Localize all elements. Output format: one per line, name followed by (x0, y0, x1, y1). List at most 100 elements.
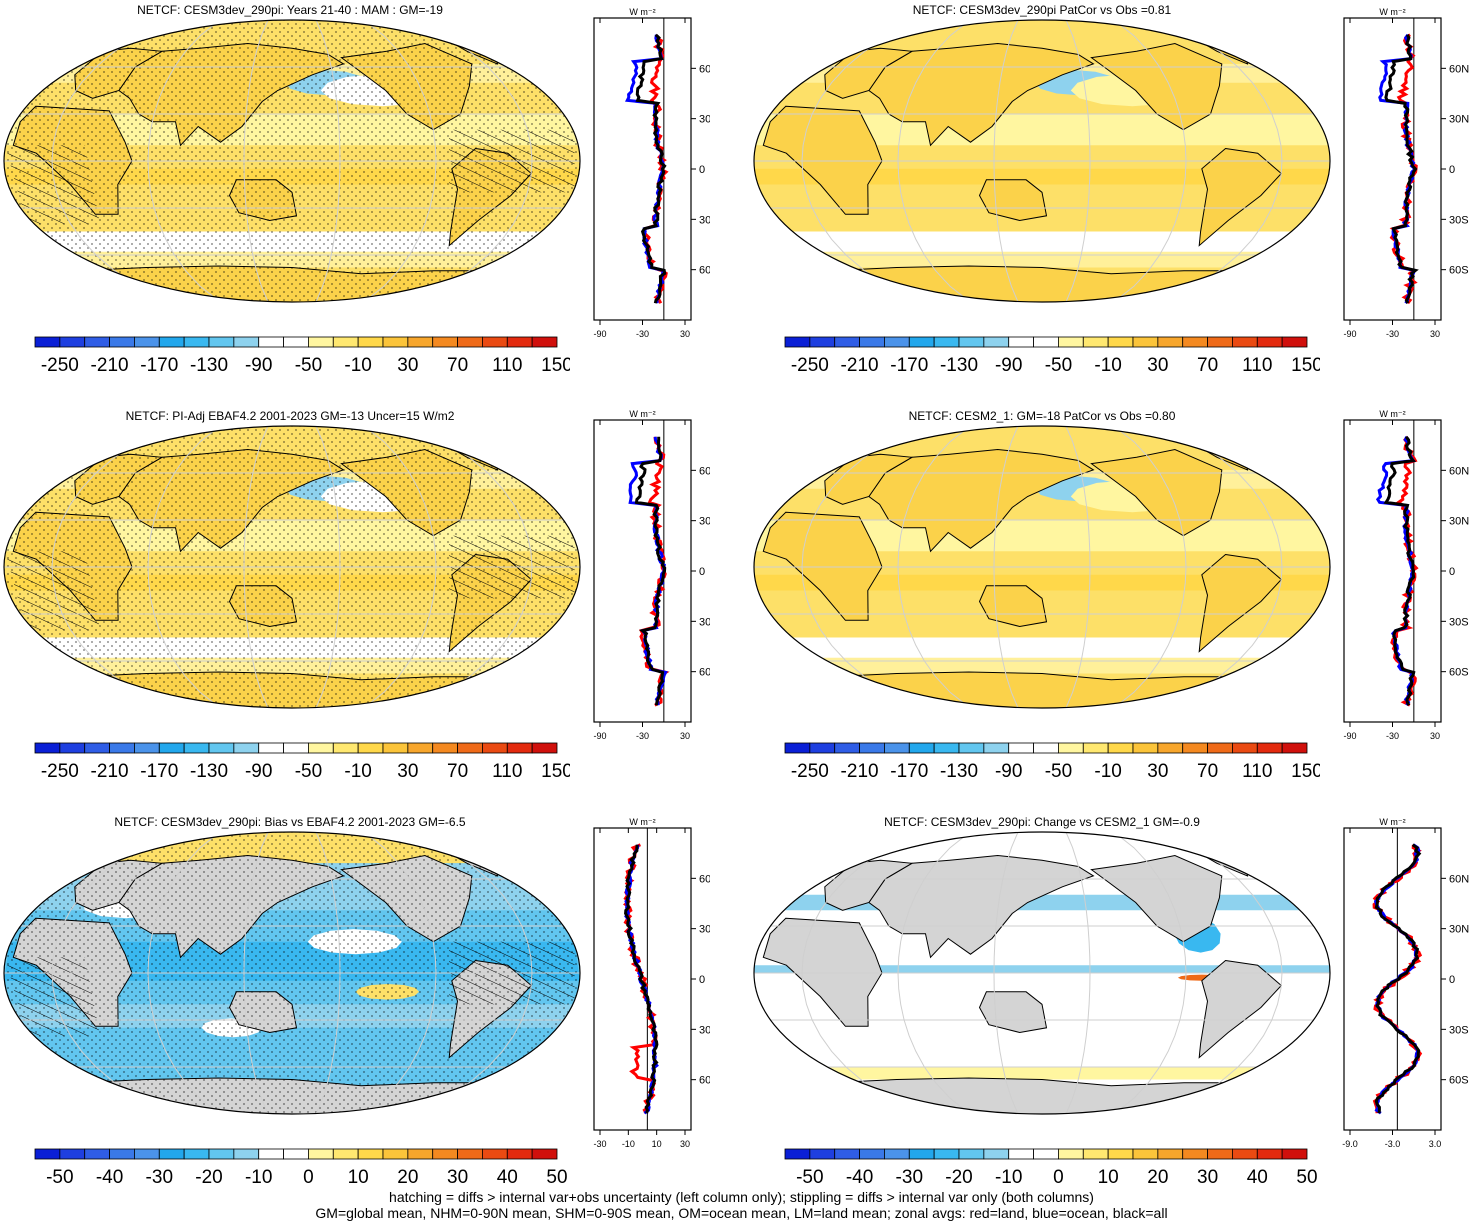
colorbar-swatch (1132, 742, 1159, 754)
zonal-unit-label: W m⁻² (1379, 7, 1405, 17)
lat-label: 60N (699, 465, 710, 477)
map-panel-6 (753, 831, 1331, 1115)
lat-label: 60N (699, 873, 710, 885)
colorbar-swatch (1232, 336, 1258, 348)
colorbar-swatch (1256, 1148, 1283, 1160)
graticule (754, 426, 1330, 708)
lat-label: 30S (1449, 616, 1469, 628)
x-tick-label: -90 (1343, 731, 1356, 741)
meridian (51, 426, 173, 708)
lat-label: 0 (1449, 566, 1455, 578)
colorbar-swatch (208, 742, 235, 754)
colorbar-swatch (109, 336, 135, 348)
meridian (1113, 426, 1187, 708)
colorbar-swatch (908, 742, 935, 754)
colorbar-swatch (59, 1148, 86, 1160)
colorbar-swatch (482, 742, 508, 754)
colorbar-swatch (1232, 742, 1258, 754)
colorbar-swatch (382, 742, 409, 754)
meridian (363, 20, 437, 302)
colorbar-swatch (531, 1148, 558, 1160)
zonal-curve-all (1383, 435, 1417, 706)
lat-label: 60N (1449, 465, 1469, 477)
colorbar-swatch (1107, 742, 1134, 754)
continent-samerica (1198, 959, 1283, 1059)
colorbar-swatch (859, 336, 885, 348)
map-frame (3, 831, 581, 1115)
x-tick-label: 30 (680, 1139, 690, 1149)
map-field (754, 20, 1330, 302)
zonal-curve-all (1384, 34, 1419, 304)
colorbar-label: -30 (896, 1167, 923, 1188)
colorbar-swatch (1256, 336, 1283, 348)
colorbar-swatch (908, 1148, 935, 1160)
meridian (993, 832, 1019, 1114)
map-frame (753, 831, 1331, 1115)
colorbar-swatch (134, 1148, 160, 1160)
colorbar-swatch (1182, 336, 1208, 348)
colorbar-label: 110 (492, 355, 522, 376)
meridian (1113, 832, 1187, 1114)
panel-1-title: NETCF: CESM3dev_290pi: Years 21-40 : MAM… (137, 3, 443, 17)
graticule (754, 20, 1330, 302)
graticule (754, 832, 1330, 1114)
colorbar-label: 40 (1247, 1167, 1268, 1188)
meridian (411, 20, 533, 302)
colorbar-label: -250 (791, 761, 829, 782)
colorbar-swatch (884, 742, 910, 754)
zonal-curve-ocean (624, 34, 666, 304)
colorbar-swatch (1132, 1148, 1159, 1160)
band-south-yellow (806, 1067, 1278, 1080)
colorbar-label: -20 (945, 1167, 972, 1188)
hatch-region-west (5, 957, 100, 1036)
colorbar-swatch (834, 1148, 860, 1160)
colorbar-swatch (432, 1148, 458, 1160)
colorbar-swatch (1082, 336, 1109, 348)
graticule (4, 426, 580, 708)
meridian (1161, 832, 1283, 1114)
colorbar-swatch (407, 336, 434, 348)
lat-label: 30S (699, 1024, 710, 1036)
colorbar-label: -10 (344, 761, 371, 782)
colorbar-label: 70 (447, 355, 468, 376)
colorbar-label: 40 (497, 1167, 518, 1188)
colorbar-swatch (834, 336, 860, 348)
colorbar-label: 30 (397, 355, 418, 376)
colorbar-swatch (308, 742, 334, 754)
colorbar-swatch (958, 742, 985, 754)
colorbar-label: -90 (995, 355, 1022, 376)
colorbar-label: 50 (1296, 1167, 1317, 1188)
zonal-unit-label: W m⁻² (1379, 817, 1405, 827)
colorbar-swatch (432, 336, 458, 348)
colorbar-label: 70 (447, 761, 468, 782)
colorbar-label: -130 (940, 761, 978, 782)
colorbar-swatch (407, 742, 434, 754)
meridian (1065, 426, 1091, 708)
meridian (147, 426, 221, 708)
zonal-curve-all (624, 844, 659, 1114)
colorbar-swatch (59, 742, 86, 754)
continent-asia (868, 42, 1095, 147)
zonal-unit-label: W m⁻² (1379, 409, 1405, 419)
continent-samerica (1198, 553, 1283, 653)
colorbar-1: -250 -210 -170 -130 -90 -50 -10 30 70 110 150 (34, 336, 570, 376)
colorbar-swatch (809, 1148, 836, 1160)
colorbar-swatch (1281, 742, 1308, 754)
continent-antarctica (828, 671, 1256, 708)
colorbar-label: -170 (890, 355, 928, 376)
colorbar-swatch (1207, 742, 1233, 754)
graticule (4, 832, 580, 1114)
colorbar-swatch (1107, 1148, 1134, 1160)
colorbar-swatch (357, 1148, 384, 1160)
colorbar-label: -90 (245, 355, 272, 376)
colorbar-swatch (506, 742, 533, 754)
colorbar-label: -30 (146, 1167, 173, 1188)
continent-africa (762, 511, 883, 621)
colorbar-swatch (1082, 1148, 1109, 1160)
continent-antarctica (828, 1077, 1256, 1114)
colorbar-label: -210 (841, 355, 879, 376)
colorbar-2: -250 -210 -170 -130 -90 -50 -10 30 70 110 150 (784, 336, 1320, 376)
lat-label: 60S (1449, 667, 1469, 679)
colorbar-swatch (308, 336, 334, 348)
lat-label: 60N (1449, 873, 1469, 885)
